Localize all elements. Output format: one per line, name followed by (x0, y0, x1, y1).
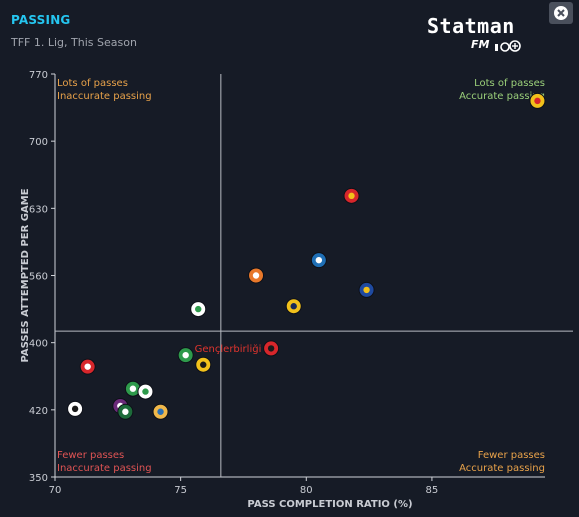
close-button[interactable] (549, 2, 573, 24)
crest-inner (84, 363, 91, 370)
crest-inner (363, 286, 370, 294)
quadrant-top-right-line1: Lots of passes (474, 78, 545, 89)
quadrant-bottom-right-line2: Accurate passing (459, 463, 545, 474)
data-points (67, 92, 546, 420)
y-tick-label: 560 (29, 272, 48, 283)
team-crest-point (358, 281, 375, 298)
team-crest-point (67, 400, 84, 417)
team-crest-point (79, 358, 96, 375)
team-crest-point (117, 403, 134, 420)
x-tick-label: 80 (300, 485, 313, 496)
reference-lines (55, 74, 573, 477)
quadrant-top-left-line2: Inaccurate passing (57, 91, 152, 102)
logo-mark-icon (495, 40, 521, 52)
quadrant-bottom-left-line1: Fewer passes (57, 450, 124, 461)
chart-title: PASSING (11, 13, 71, 27)
crest-inner (534, 97, 541, 105)
y-tick-label: 350 (29, 473, 48, 484)
crest-inner (142, 388, 149, 395)
crest-inner (182, 351, 189, 359)
quadrant-labels: Lots of passes Inaccurate passing Lots of … (57, 78, 545, 474)
team-crest-point (190, 301, 207, 318)
crest-inner (157, 408, 164, 415)
x-tick-label: 75 (174, 485, 187, 496)
team-crest-point (285, 298, 302, 315)
y-tick-label: 420 (29, 406, 48, 417)
team-crest-point (248, 267, 265, 284)
team-crest-point (343, 187, 360, 204)
crest-inner (267, 345, 275, 352)
logo-sub-text: FM (471, 38, 490, 51)
close-icon (554, 6, 568, 20)
crest-inner (129, 385, 137, 392)
point-labels: Gençlerbirliği (195, 343, 262, 355)
y-tick-label: 400 (29, 339, 48, 350)
statman-logo: Statman FM (427, 14, 537, 54)
y-tick-label: 770 (29, 70, 48, 81)
x-axis-title: PASS COMPLETION RATIO (%) (247, 499, 412, 510)
team-crest-point (152, 403, 169, 420)
y-tick-label: 700 (29, 137, 48, 148)
y-axis-title: PASSES ATTEMPTED PER GAME (20, 188, 31, 362)
quadrant-bottom-left-line2: Inaccurate passing (57, 463, 152, 474)
crest-inner (195, 305, 202, 313)
x-tick-label: 85 (426, 485, 439, 496)
quadrant-top-left-line1: Lots of passes (57, 78, 128, 89)
logo-main-text: Statman (427, 14, 515, 38)
team-crest-point (177, 347, 194, 364)
y-tick-label: 630 (29, 204, 48, 215)
highlight-team-label: Gençlerbirliği (195, 343, 262, 355)
team-crest-point (529, 92, 546, 109)
crest-inner (252, 272, 260, 279)
team-crest-point (195, 356, 212, 373)
crest-inner (348, 192, 355, 200)
team-crest-point (137, 383, 154, 400)
team-crest-point (310, 252, 327, 269)
quadrant-bottom-right-line1: Fewer passes (478, 450, 545, 461)
crest-inner (122, 408, 129, 415)
chart-subtitle: TFF 1. Lig, This Season (11, 36, 137, 49)
crest-inner (200, 361, 207, 368)
crest-inner (315, 256, 323, 264)
quadrant-top-right-line2: Accurate passing (459, 91, 545, 102)
team-crest-point (263, 340, 280, 357)
crest-inner (290, 303, 297, 310)
x-tick-label: 70 (49, 485, 62, 496)
crest-inner (71, 405, 79, 413)
chart-axes: 350 420 400 560 630 700 770 70 75 80 85 PASS COMPLE… (20, 70, 545, 510)
